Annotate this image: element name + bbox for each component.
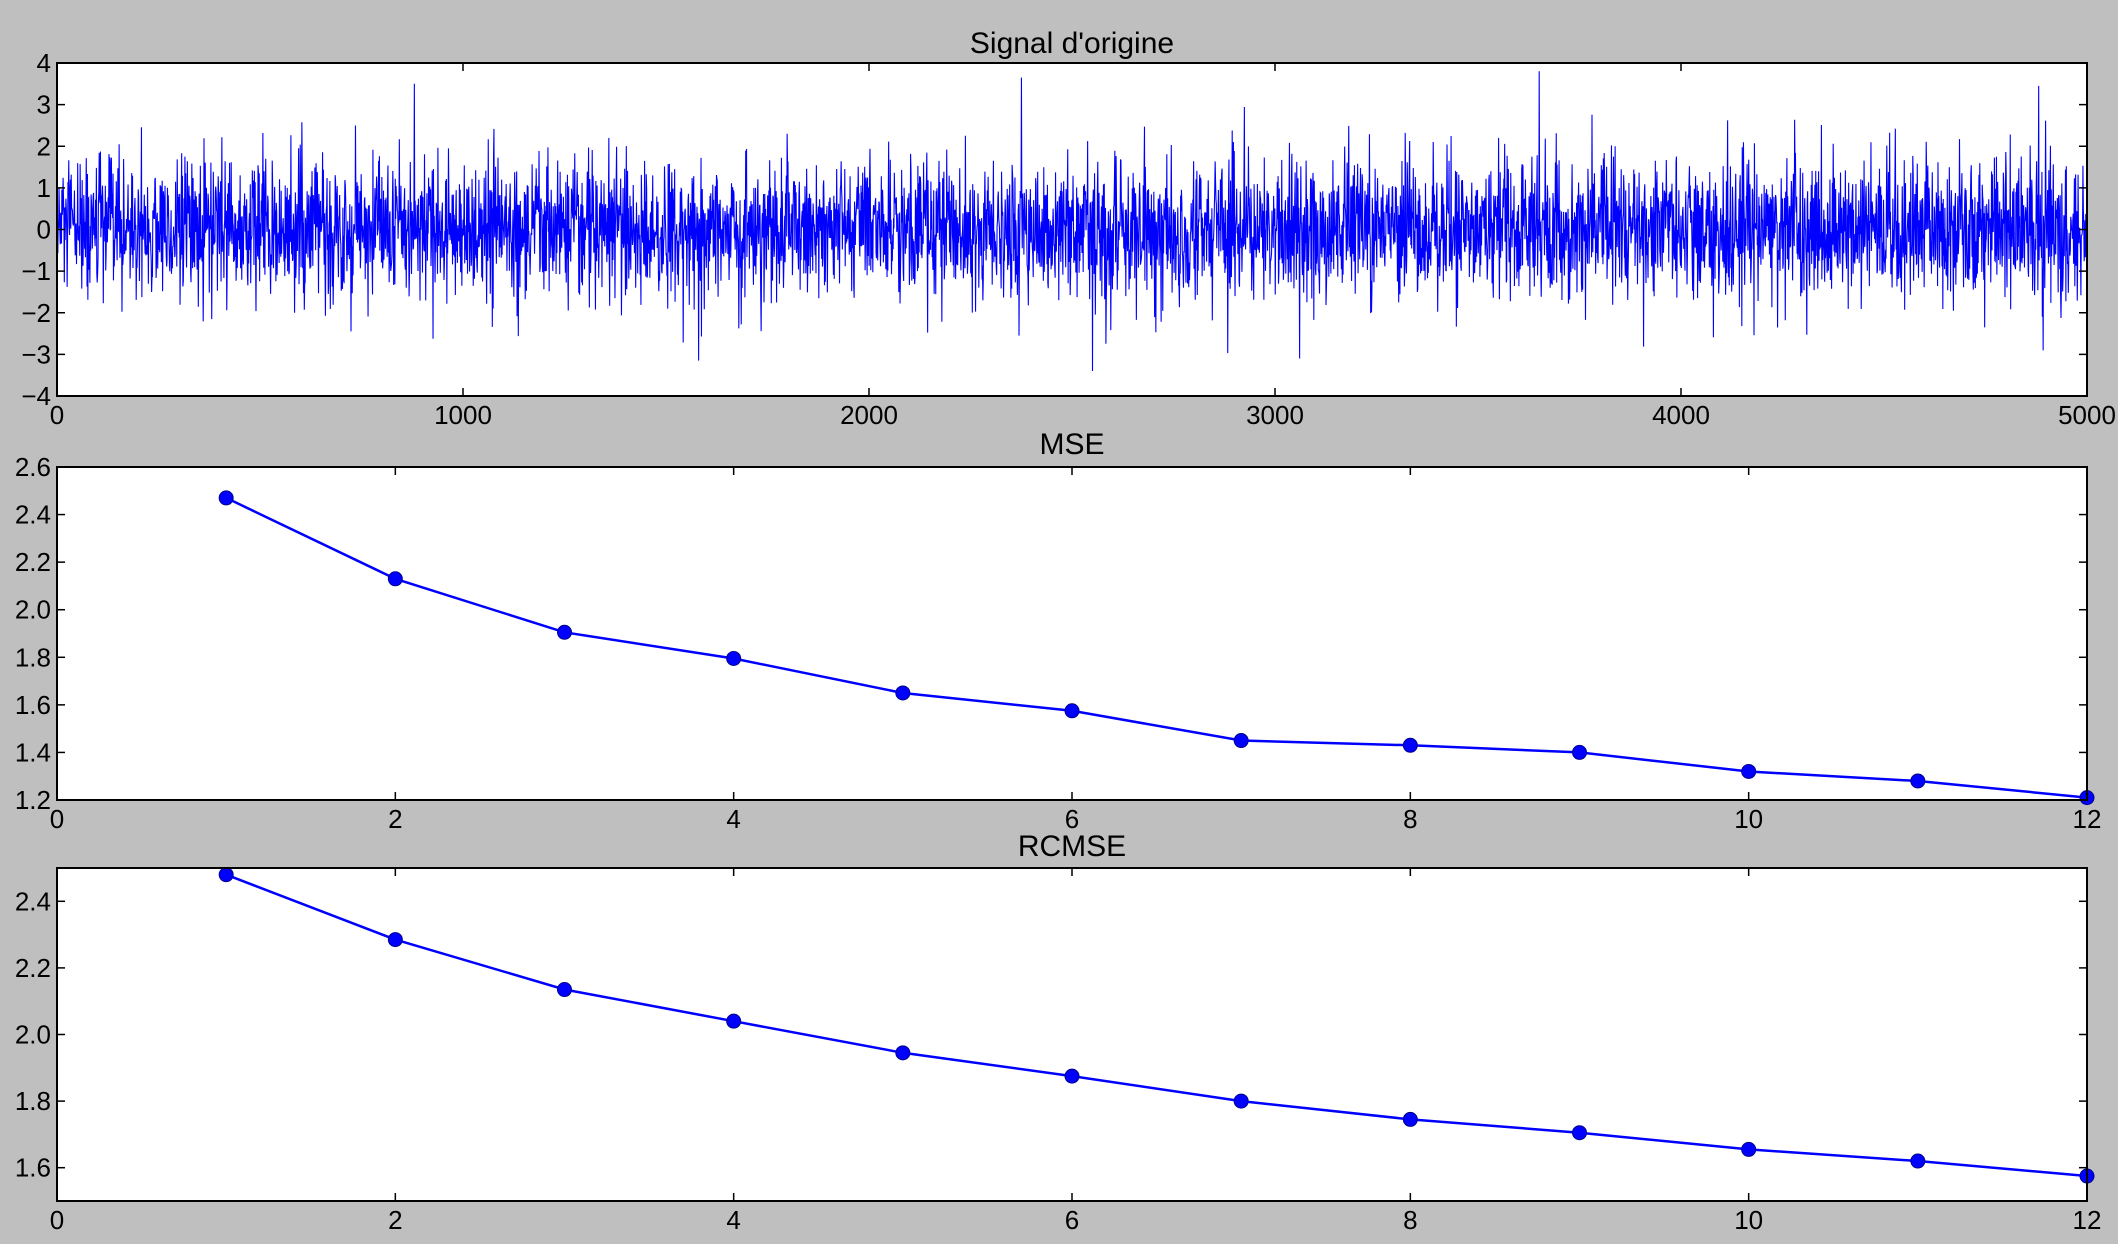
mse-data-point [726, 650, 742, 666]
signal-xtick-label: 1000 [434, 400, 492, 430]
rcmse-data-point [557, 982, 572, 998]
rcmse-xtick-label: 4 [726, 1205, 740, 1235]
rcmse-data-point [387, 932, 403, 948]
mse-xtick-label: 6 [1065, 804, 1079, 834]
mse-data-point [1402, 737, 1418, 753]
rcmse-ytick-label: 2.2 [15, 953, 51, 983]
mse-ytick-label: 2.0 [15, 595, 51, 625]
mse-xtick-label: 4 [726, 804, 740, 834]
mse-title: MSE [1039, 428, 1104, 461]
rcmse-data-point [218, 867, 234, 883]
signal-series-line [56, 71, 2088, 372]
mse-ytick-label: 1.6 [15, 690, 51, 720]
rcmse-subplot: RCMSE 0 2 4 6 8 10 12 1.6 1.8 2.0 2.2 2.4 [15, 830, 2102, 1235]
signal-ytick-label: −1 [21, 256, 51, 286]
rcmse-data-point [1233, 1093, 1249, 1109]
mse-data-point [1910, 773, 1926, 789]
mse-axes-frame [56, 466, 2088, 801]
mse-ytick-label: 2.4 [15, 500, 51, 530]
mse-series-line [225, 496, 2088, 799]
rcmse-ytick-label: 2.4 [15, 886, 51, 916]
mse-ytick-label: 1.2 [15, 785, 51, 815]
signal-marks [56, 71, 2088, 372]
signal-ytick-label: 2 [37, 131, 51, 161]
rcmse-xtick-label: 2 [388, 1205, 402, 1235]
rcmse-ticks: 0 2 4 6 8 10 12 1.6 1.8 2.0 2.2 2.4 [15, 868, 2102, 1235]
signal-xtick-label: 0 [50, 400, 64, 430]
mse-xtick-label: 12 [2073, 804, 2102, 834]
rcmse-title: RCMSE [1018, 830, 1126, 863]
signal-ytick-label: −2 [21, 298, 51, 328]
rcmse-data-point [1910, 1153, 1926, 1169]
rcmse-axes-frame [56, 867, 2088, 1202]
signal-xtick-label: 4000 [1652, 400, 1710, 430]
signal-ytick-label: 1 [37, 173, 51, 203]
rcmse-xtick-label: 8 [1403, 1205, 1417, 1235]
signal-xtick-label: 5000 [2058, 400, 2116, 430]
signal-xtick-label: 2000 [840, 400, 898, 430]
signal-xtick-label: 3000 [1246, 400, 1304, 430]
mse-data-point [557, 624, 572, 640]
signal-ytick-label: −4 [21, 381, 51, 411]
signal-ytick-label: 3 [37, 90, 51, 120]
mse-ytick-label: 1.8 [15, 642, 51, 672]
mse-ytick-label: 2.2 [15, 547, 51, 577]
rcmse-ytick-label: 1.6 [15, 1153, 51, 1183]
mse-ytick-label: 2.6 [15, 452, 51, 482]
rcmse-ytick-label: 2.0 [15, 1020, 51, 1050]
mse-xtick-label: 8 [1403, 804, 1417, 834]
mse-subplot: MSE 0 2 4 6 8 10 12 1.2 1.4 1.6 1.8 2.0 2.2 2.4 2.6 [15, 428, 2102, 834]
rcmse-data-point [895, 1045, 911, 1061]
rcmse-ytick-label: 1.8 [15, 1086, 51, 1116]
signal-ytick-label: −3 [21, 339, 51, 369]
mse-ytick-label: 1.4 [15, 737, 51, 767]
signal-ytick-label: 0 [37, 215, 51, 245]
mse-data-point [218, 490, 234, 506]
rcmse-data-point [726, 1013, 742, 1029]
signal-title: Signal d'origine [970, 27, 1174, 60]
rcmse-xtick-label: 6 [1065, 1205, 1079, 1235]
rcmse-data-point [1572, 1125, 1587, 1141]
signal-ticks: 0 1000 2000 3000 4000 5000 −4 −3 −2 −1 0 1 2 3 4 [21, 48, 2116, 430]
rcmse-data-point [1064, 1068, 1080, 1084]
rcmse-data-point [1402, 1111, 1418, 1127]
rcmse-data-point [1741, 1141, 1757, 1157]
mse-ticks: 0 2 4 6 8 10 12 1.2 1.4 1.6 1.8 2.0 2.2 2.4 2.6 [15, 452, 2102, 834]
mse-data-point [1064, 703, 1080, 719]
signal-axes-frame [56, 62, 2088, 397]
mse-plot-area [57, 467, 2087, 800]
rcmse-xtick-label: 10 [1734, 1205, 1763, 1235]
signal-subplot: Signal d'origine 0 1000 2000 3000 4000 5000 −4… [21, 27, 2116, 430]
mse-data-point [387, 571, 403, 587]
mse-xtick-label: 0 [50, 804, 64, 834]
rcmse-series-line [225, 873, 2088, 1178]
mse-xtick-label: 10 [1734, 804, 1763, 834]
rcmse-marks [218, 867, 2095, 1184]
mse-data-point [895, 685, 911, 701]
mse-data-point [1572, 744, 1587, 760]
mse-xtick-label: 2 [388, 804, 402, 834]
mse-data-point [1233, 733, 1249, 749]
rcmse-xtick-label: 12 [2073, 1205, 2102, 1235]
rcmse-xtick-label: 0 [50, 1205, 64, 1235]
mse-data-point [1741, 763, 1757, 779]
signal-ytick-label: 4 [37, 48, 51, 78]
